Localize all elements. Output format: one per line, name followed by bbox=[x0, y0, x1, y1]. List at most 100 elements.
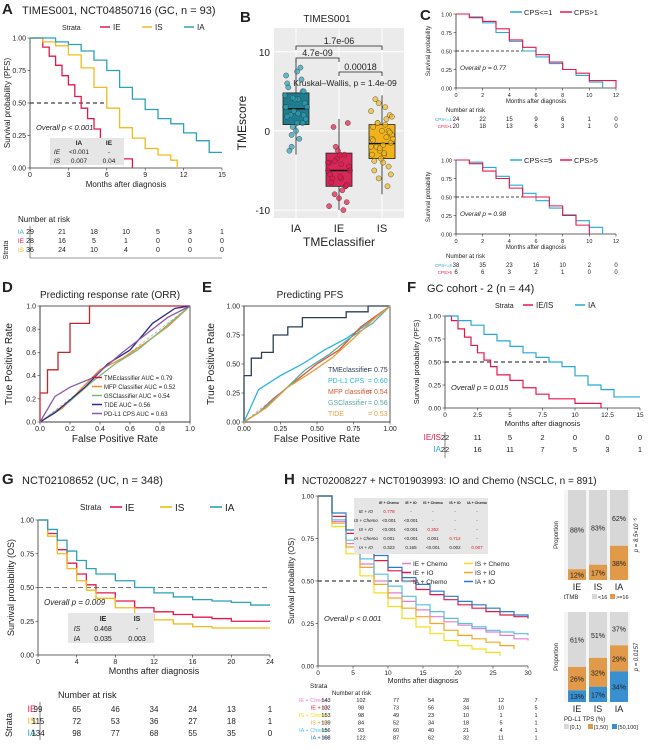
risk-value: 77 bbox=[393, 698, 399, 704]
p-table-cell: - bbox=[476, 536, 478, 541]
y-tick-label: 0.50 bbox=[20, 585, 34, 592]
bar-value-label: 17% bbox=[591, 570, 605, 577]
risk-value: 1 bbox=[534, 721, 537, 727]
y-tick-label: 0.00 bbox=[12, 166, 26, 173]
x-tick-label: 8 bbox=[561, 239, 564, 245]
legend-entry: GSClassifier bbox=[328, 400, 368, 407]
stacked-bar-segment bbox=[589, 564, 607, 580]
risk-value: 21 bbox=[58, 229, 66, 236]
panel-e: E Predicting PFS 0.00 0.25 0.50 0.75 1.00 0.00 0… bbox=[200, 278, 400, 446]
risk-value: 4 bbox=[124, 247, 128, 254]
x-tick-label: 8 bbox=[561, 93, 564, 99]
y-tick-label: 0 bbox=[264, 127, 270, 138]
p-table-cell: IS bbox=[54, 158, 61, 165]
panel-c: C CPS<=1 CPS>1 0 2 4 6 8 10 12 0.00 0.25 0.50 0.75 1.0… bbox=[418, 0, 650, 275]
risk-value: 115 bbox=[32, 717, 45, 726]
chart-title: GC cohort - 2 (n = 44) bbox=[427, 283, 534, 295]
stacked-bar-segment bbox=[610, 645, 628, 672]
roc-curve bbox=[39, 305, 191, 423]
risk-value: 68 bbox=[150, 729, 159, 738]
risk-value: 20 bbox=[453, 124, 460, 130]
risk-row-label: IS bbox=[18, 247, 25, 254]
stacked-bar-segment bbox=[610, 545, 628, 580]
roc-plot-e: E Predicting PFS 0.00 0.25 0.50 0.75 1.00 0.00 0… bbox=[202, 279, 397, 445]
data-point bbox=[294, 120, 300, 126]
risk-value: 18 bbox=[479, 124, 486, 130]
p-table-cell: 0.712 bbox=[449, 536, 461, 541]
risk-title: Number at risk bbox=[446, 108, 486, 114]
risk-value: 93 bbox=[358, 728, 364, 734]
data-point bbox=[289, 94, 296, 101]
y-tick-label: 0.25 bbox=[20, 619, 34, 626]
x-tick-label: 2 bbox=[481, 93, 484, 99]
risk-value: 35 bbox=[227, 729, 236, 738]
significance-bracket bbox=[295, 45, 383, 50]
y-axis-label: Survival probability bbox=[426, 172, 432, 222]
legend-title: Strata bbox=[495, 303, 514, 310]
p-table-cell: - bbox=[454, 527, 456, 532]
data-point bbox=[338, 161, 344, 167]
overall-p: Overall p < 0.001 bbox=[36, 123, 93, 132]
data-point bbox=[374, 120, 381, 126]
p-value-label: p = 8.5×10⁻⁵ bbox=[633, 517, 640, 553]
risk-value: 6 bbox=[561, 117, 565, 123]
p-table-bg bbox=[354, 498, 488, 554]
risk-value: 11 bbox=[474, 433, 482, 442]
risk-value: 24 bbox=[58, 247, 66, 254]
risk-value: 102 bbox=[356, 698, 365, 704]
data-point bbox=[330, 124, 337, 130]
risk-value: 77 bbox=[111, 729, 120, 738]
data-point bbox=[297, 64, 304, 71]
data-point bbox=[298, 76, 305, 83]
risk-value: 18 bbox=[463, 721, 469, 727]
risk-value: 7 bbox=[540, 445, 544, 454]
risk-value: 34 bbox=[428, 721, 434, 727]
legend-entry: CPS<=1 bbox=[524, 8, 552, 17]
y-tick-label: 0.25 bbox=[428, 383, 441, 390]
risk-value: 12 bbox=[498, 698, 504, 704]
risk-value: 0 bbox=[614, 270, 618, 275]
y-axis-label: Survival probability (PFS) bbox=[412, 319, 421, 404]
data-point bbox=[339, 187, 346, 194]
x-tick-label: 12 bbox=[613, 93, 619, 99]
y-axis-label: TMEscore bbox=[235, 95, 249, 150]
stacked-bar-segment bbox=[589, 657, 607, 687]
x-axis-label: Months after diagnosis bbox=[86, 180, 167, 189]
significance-bracket bbox=[295, 57, 340, 62]
bar-value-label: 83% bbox=[591, 525, 605, 532]
survival-curve-IA bbox=[30, 37, 222, 154]
risk-value: 2 bbox=[540, 433, 544, 442]
risk-value: 98 bbox=[358, 713, 364, 719]
x-tick-label: 0.50 bbox=[310, 426, 324, 433]
risk-row-label: CPS>5 bbox=[438, 270, 453, 275]
p-table-cell: IA + Chemo bbox=[354, 536, 378, 541]
data-point bbox=[370, 124, 376, 130]
risk-row-label: IE + Chemo bbox=[299, 698, 328, 704]
x-tick-label: 2.5 bbox=[473, 412, 482, 419]
y-tick-label: 0.75 bbox=[20, 551, 34, 558]
stacked-bar-segment bbox=[568, 666, 586, 691]
panel-b: B TIMES001 -10 0 10 TMEscore IA IE IS TMEclassifi… bbox=[232, 0, 412, 255]
risk-value: 98 bbox=[72, 729, 81, 738]
bar-value-label: 13% bbox=[570, 694, 584, 701]
data-point bbox=[382, 104, 389, 110]
legend-entry: IA + Chemo bbox=[413, 579, 448, 586]
risk-row-label: IA + IO bbox=[311, 736, 329, 742]
panel-label: D bbox=[2, 279, 13, 296]
x-tick-label: 3 bbox=[66, 172, 70, 179]
significance-label: 1.7e-06 bbox=[324, 36, 355, 46]
p-table-cell: - bbox=[454, 509, 456, 514]
risk-value: 40 bbox=[428, 728, 434, 734]
p-table-cell: 0.323 bbox=[383, 545, 395, 550]
survival-curve bbox=[445, 315, 602, 408]
x-axis-label: Months after diagnosis bbox=[505, 419, 581, 428]
x-tick-label: IA bbox=[615, 704, 624, 714]
risk-value: 5 bbox=[156, 229, 160, 236]
data-point bbox=[283, 72, 289, 79]
roc-curve bbox=[39, 305, 190, 422]
risk-row-label: IE bbox=[18, 238, 25, 245]
p-table-cell: 0.001 bbox=[427, 536, 439, 541]
legend-entry: TMEclassifier AUC = 0.79 bbox=[104, 376, 173, 382]
survival-curve-IS bbox=[30, 37, 178, 168]
x-tick-label: 0 bbox=[443, 412, 447, 419]
